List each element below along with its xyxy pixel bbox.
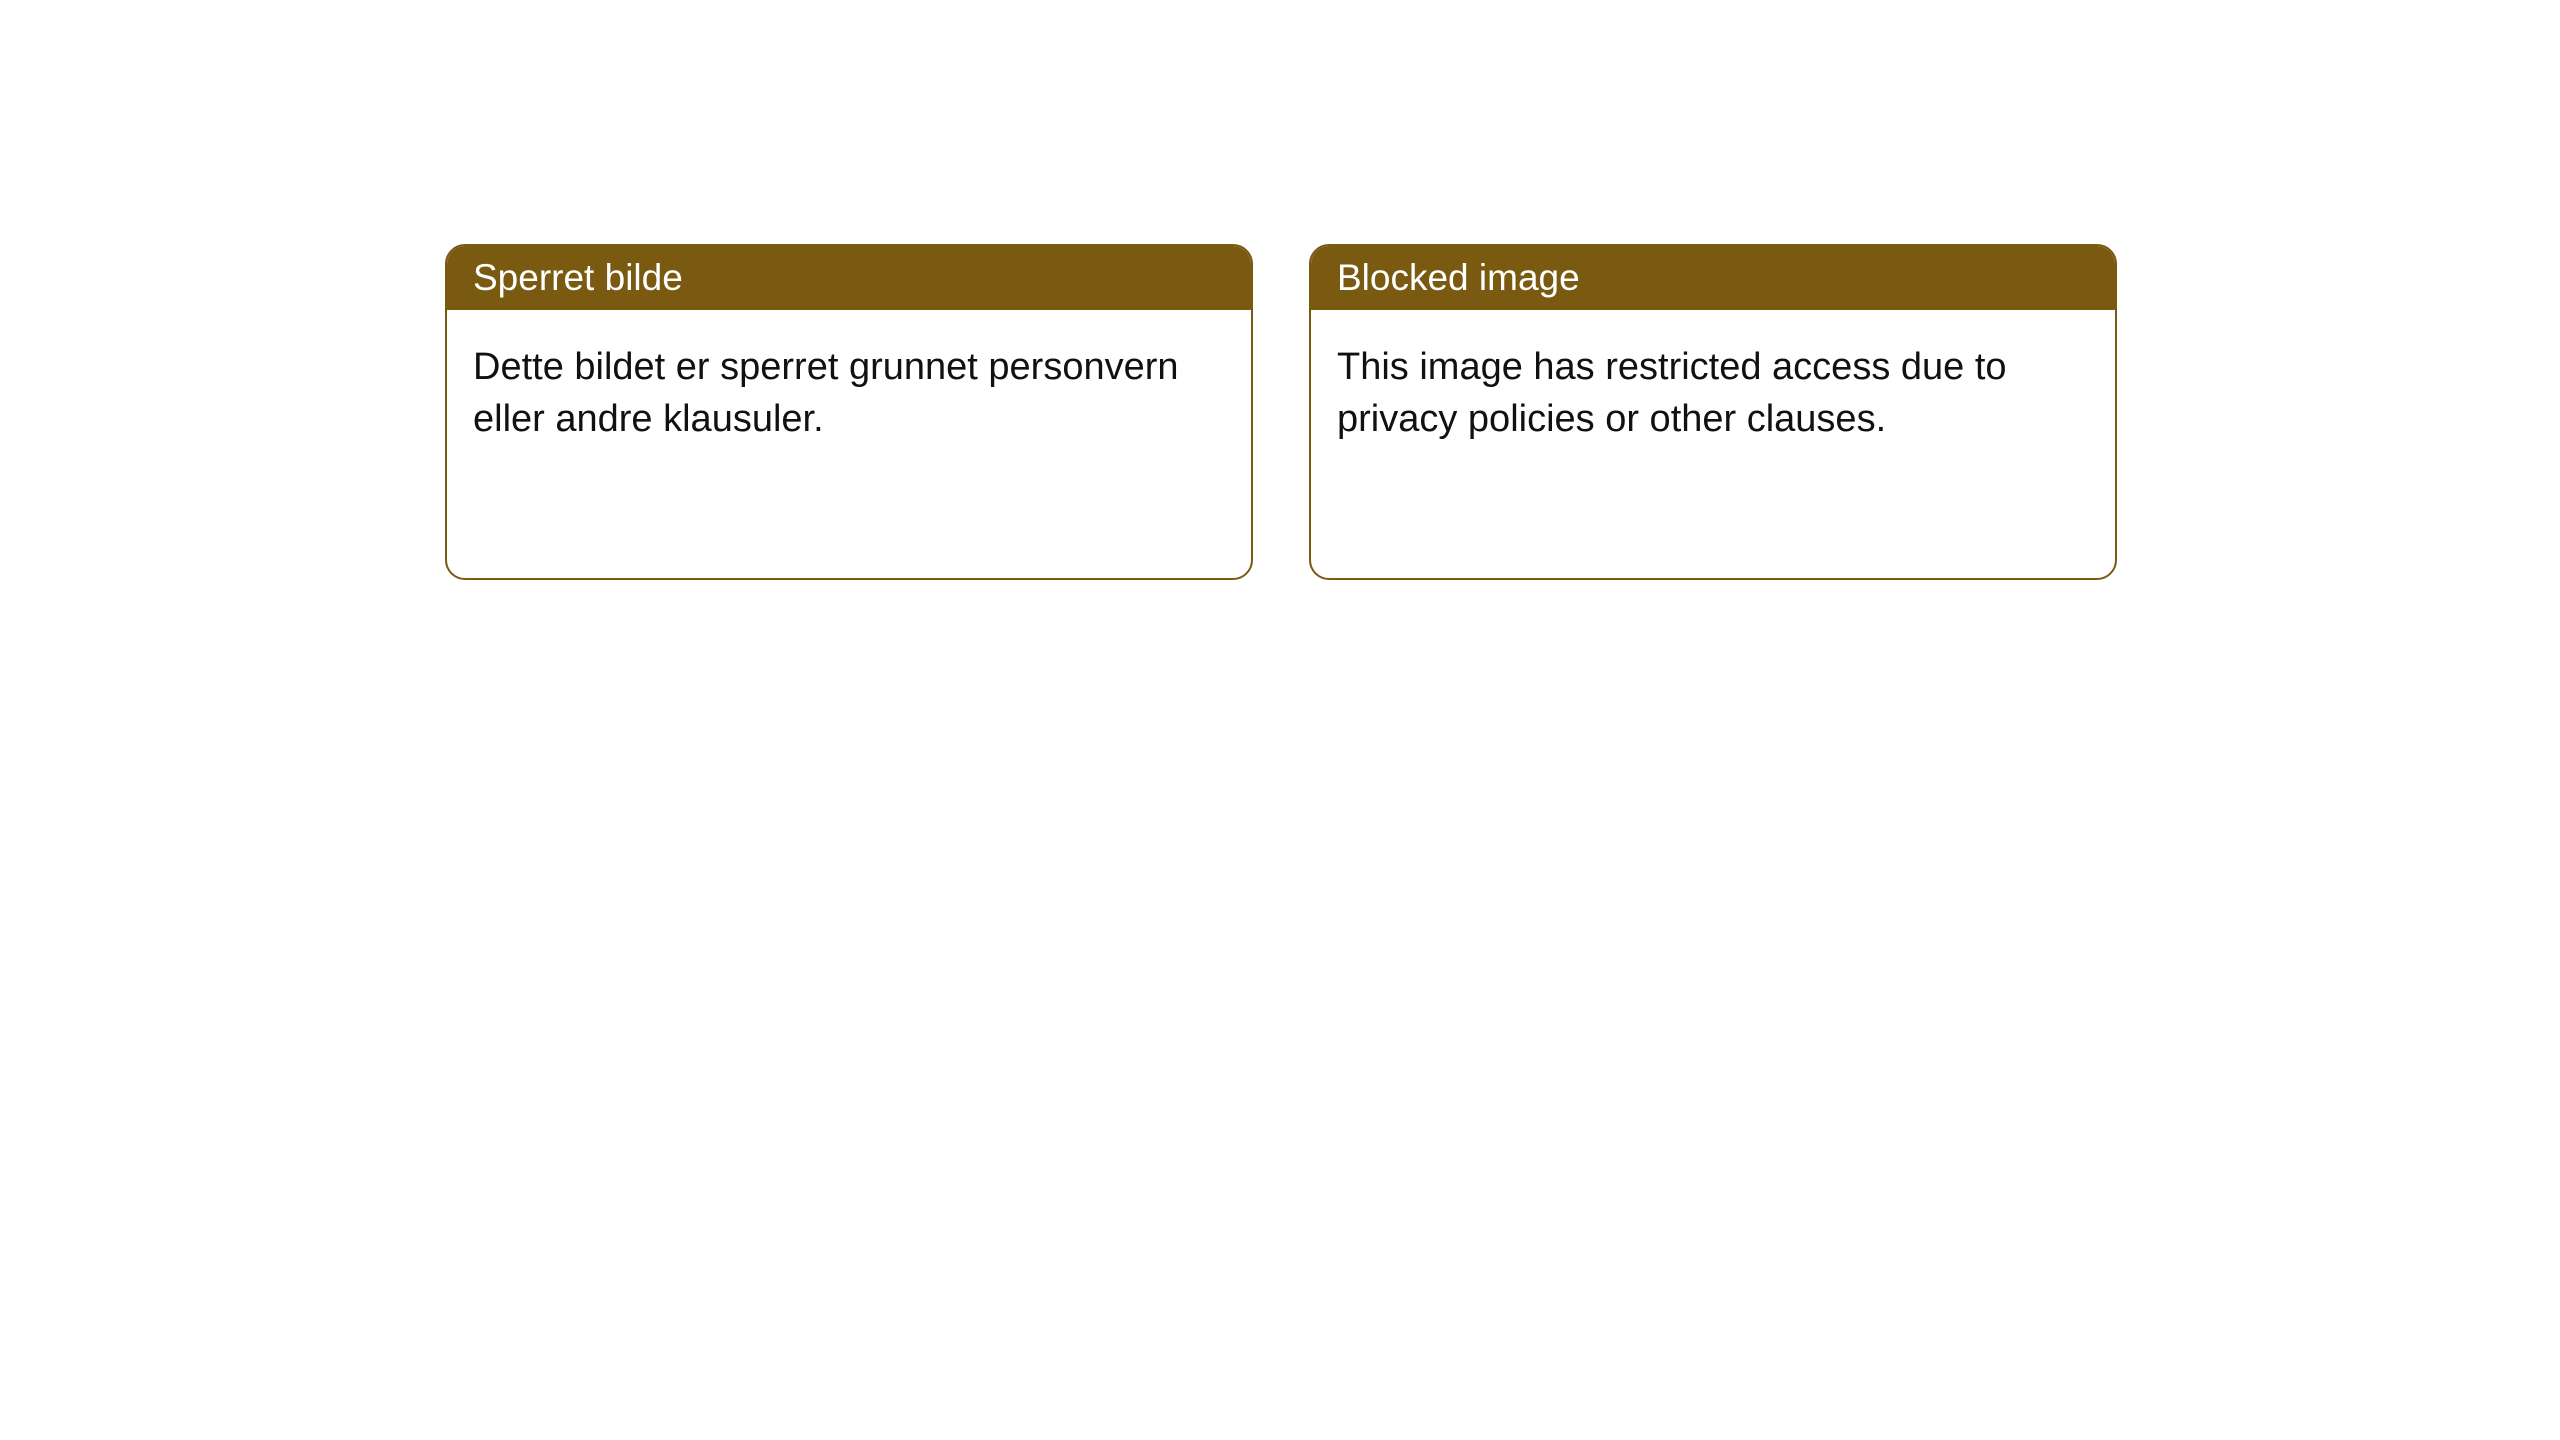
notice-container: Sperret bilde Dette bildet er sperret gr…: [0, 0, 2560, 580]
blocked-image-card-no: Sperret bilde Dette bildet er sperret gr…: [445, 244, 1253, 580]
blocked-image-card-en: Blocked image This image has restricted …: [1309, 244, 2117, 580]
card-header-no: Sperret bilde: [447, 246, 1251, 310]
card-title-no: Sperret bilde: [473, 257, 683, 298]
card-header-en: Blocked image: [1311, 246, 2115, 310]
card-body-no: Dette bildet er sperret grunnet personve…: [447, 310, 1251, 477]
card-title-en: Blocked image: [1337, 257, 1580, 298]
card-message-no: Dette bildet er sperret grunnet personve…: [473, 346, 1179, 439]
card-body-en: This image has restricted access due to …: [1311, 310, 2115, 477]
card-message-en: This image has restricted access due to …: [1337, 346, 2007, 439]
